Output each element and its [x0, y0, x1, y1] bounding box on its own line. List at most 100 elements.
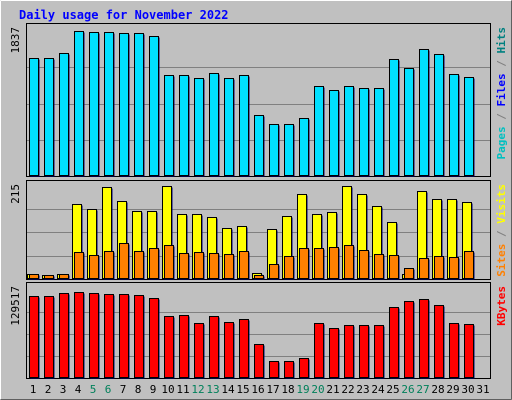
bar-kbytes-day-2	[44, 296, 54, 378]
bar-kbytes-day-11	[179, 315, 189, 378]
day-label-3: 3	[60, 383, 67, 396]
bar-sites-day-2	[44, 275, 54, 279]
bar-sites-day-11	[179, 253, 189, 279]
bar-sites-day-7	[119, 243, 129, 279]
bar-kbytes-day-26	[404, 301, 414, 378]
day-label-1: 1	[30, 383, 37, 396]
bar-hits-day-30	[464, 77, 474, 176]
bar-sites-day-26	[404, 268, 414, 279]
bar-hits-day-21	[329, 90, 339, 176]
legend-segment: KBytes	[495, 286, 508, 326]
bar-sites-day-8	[134, 251, 144, 279]
bar-hits-day-24	[374, 88, 384, 176]
day-label-12: 12	[191, 383, 204, 396]
bar-sites-day-29	[449, 257, 459, 279]
bar-sites-day-14	[224, 254, 234, 279]
bar-kbytes-day-4	[74, 292, 84, 378]
bar-sites-day-10	[164, 245, 174, 279]
day-label-20: 20	[311, 383, 324, 396]
bar-hits-day-12	[194, 78, 204, 176]
bar-sites-day-19	[299, 248, 309, 279]
bar-kbytes-day-27	[419, 299, 429, 378]
bar-hits-day-19	[299, 118, 309, 176]
bar-hits-day-15	[239, 75, 249, 176]
bar-hits-day-7	[119, 33, 129, 176]
day-label-29: 29	[446, 383, 459, 396]
bar-hits-day-9	[149, 36, 159, 176]
bar-hits-day-28	[434, 54, 444, 176]
legend-segment: /	[495, 54, 508, 74]
chart-title: Daily usage for November 2022	[19, 8, 229, 22]
bar-hits-day-11	[179, 75, 189, 176]
bar-hits-day-3	[59, 53, 69, 176]
legend-segment: Visits	[495, 184, 508, 224]
bar-kbytes-day-18	[284, 361, 294, 378]
bar-kbytes-day-1	[29, 296, 39, 378]
bar-kbytes-day-10	[164, 316, 174, 378]
day-label-23: 23	[356, 383, 369, 396]
bar-kbytes-day-9	[149, 298, 159, 378]
bar-hits-day-26	[404, 68, 414, 176]
bar-sites-day-3	[59, 274, 69, 279]
bar-sites-day-23	[359, 250, 369, 279]
bar-sites-day-20	[314, 248, 324, 279]
bar-hits-day-5	[89, 32, 99, 176]
bar-kbytes-day-30	[464, 324, 474, 378]
bar-kbytes-day-22	[344, 325, 354, 378]
bar-sites-day-25	[389, 255, 399, 279]
bar-sites-day-30	[464, 251, 474, 279]
legend-segment: Sites	[495, 244, 508, 277]
legend-segment: Hits	[495, 27, 508, 54]
bar-sites-day-16	[254, 275, 264, 279]
day-label-10: 10	[161, 383, 174, 396]
day-label-11: 11	[176, 383, 189, 396]
day-label-25: 25	[386, 383, 399, 396]
y-max-label: 215	[9, 184, 22, 204]
bar-hits-day-29	[449, 74, 459, 176]
bar-kbytes-day-6	[104, 294, 114, 378]
bar-hits-day-2	[44, 58, 54, 176]
day-label-7: 7	[120, 383, 127, 396]
day-label-8: 8	[135, 383, 142, 396]
day-label-4: 4	[75, 383, 82, 396]
panel-top: 1837 Pages / Files / Hits	[9, 23, 508, 177]
day-label-18: 18	[281, 383, 294, 396]
bar-kbytes-day-19	[299, 358, 309, 378]
bar-kbytes-day-23	[359, 325, 369, 378]
chart-panels: 1837 Pages / Files / Hits 215 Sites / Visit…	[9, 23, 508, 379]
bar-kbytes-day-13	[209, 316, 219, 378]
bar-sites-day-18	[284, 256, 294, 279]
bar-kbytes-day-17	[269, 361, 279, 378]
bar-kbytes-day-21	[329, 328, 339, 378]
series-hits	[29, 31, 475, 177]
bar-sites-day-22	[344, 245, 354, 279]
day-label-28: 28	[431, 383, 444, 396]
y-max-label: 129517	[9, 286, 22, 326]
bar-hits-day-18	[284, 124, 294, 176]
legend-segment: Files	[495, 73, 508, 106]
bar-kbytes-day-12	[194, 323, 204, 378]
y-max-label: 1837	[9, 27, 22, 54]
day-label-31: 31	[476, 383, 489, 396]
bar-kbytes-day-20	[314, 323, 324, 378]
bar-kbytes-day-28	[434, 305, 444, 378]
bar-kbytes-day-15	[239, 319, 249, 378]
bar-hits-day-16	[254, 115, 264, 176]
bar-hits-day-27	[419, 49, 429, 176]
legend-segment: Pages	[495, 126, 508, 159]
bar-sites-day-1	[29, 274, 39, 279]
bar-hits-day-22	[344, 86, 354, 176]
day-label-9: 9	[150, 383, 157, 396]
day-label-13: 13	[206, 383, 219, 396]
right-legend-label: Sites / Visits	[495, 184, 508, 277]
bar-hits-day-20	[314, 86, 324, 176]
bar-hits-day-8	[134, 33, 144, 176]
day-label-24: 24	[371, 383, 385, 396]
day-label-21: 21	[326, 383, 339, 396]
bar-sites-day-5	[89, 255, 99, 279]
day-label-17: 17	[266, 383, 279, 396]
bar-kbytes-day-8	[134, 295, 144, 378]
bar-sites-day-9	[149, 248, 159, 279]
bar-kbytes-day-25	[389, 307, 399, 378]
